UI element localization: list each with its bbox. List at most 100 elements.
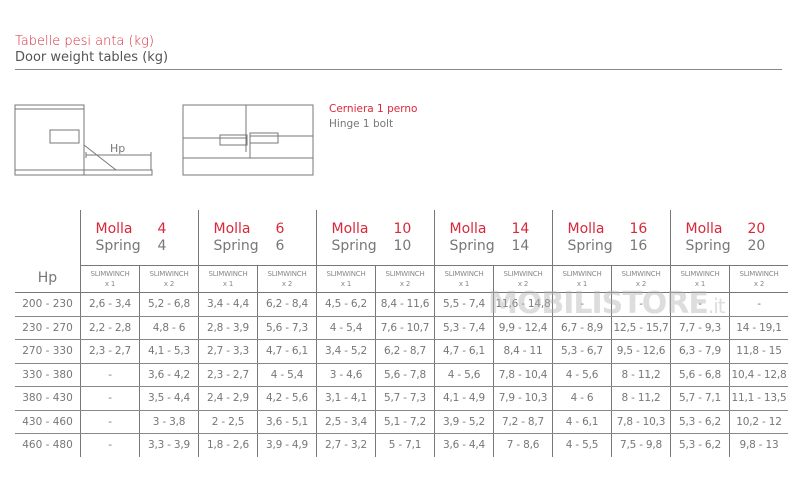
spring-number: 10 [393,220,412,237]
slimwinch-x2-header: SLIMWINCH x 2 [729,265,788,293]
weight-cell: 3,6 - 5,1 [257,410,317,434]
weight-cell: 3,3 - 3,9 [139,433,199,457]
hp-range: 330 - 380 [15,363,81,387]
slimwinch-name: SLIMWINCH [385,270,425,278]
weight-cell: 4,1 - 5,3 [139,339,199,364]
weight-cell: - [670,292,730,317]
weight-cell: - [729,292,788,317]
spring-number: 16 [629,237,648,254]
slimwinch-count: x 2 [163,280,175,288]
slimwinch-name: SLIMWINCH [503,270,543,278]
weight-cell: 2 - 2,5 [198,410,258,434]
spring-number: 4 [157,220,167,237]
spring-number: 14 [511,220,530,237]
weight-cell: 7,7 - 9,3 [670,316,730,340]
slimwinch-x1-header: SLIMWINCH x 1 [670,265,730,293]
weight-cell: 12,5 - 15,7 [611,316,671,340]
spring-label: Spring [685,237,731,254]
spring-number: 20 [747,220,766,237]
slimwinch-name: SLIMWINCH [562,270,602,278]
table-row: 460 - 480-3,3 - 3,9 1,8 - 2,6 3,9 - 4,9 2,7… [15,433,788,457]
slimwinch-x2-header: SLIMWINCH x 2 [375,265,435,293]
weight-cell: 5,1 - 7,2 [375,410,435,434]
weight-cell: 8,4 - 11 [493,339,553,364]
weight-cell: 7,8 - 10,4 [493,363,553,387]
slimwinch-name: SLIMWINCH [739,270,779,278]
slimwinch-x1-header: SLIMWINCH x 1 [552,265,612,293]
sub-header-row: SLIMWINCH x 1 SLIMWINCH x 2 SLIMWINCH x 1 SLIM… [15,265,788,293]
weight-cell: - [80,386,140,411]
weight-cell: 8,4 - 11,6 [375,292,435,317]
spring-group-20: Molla 20 Spring 20 [670,210,788,266]
table-row: 200 - 230 2,6 - 3,4 5,2 - 6,8 3,4 - 4,4 6,2 … [15,292,788,317]
slimwinch-name: SLIMWINCH [680,270,720,278]
weight-cell: 4,1 - 4,9 [434,386,494,411]
weight-cell: 4 - 6,1 [552,410,612,434]
weight-cell: 5,3 - 7,4 [434,316,494,340]
door-weight-table: Hp Molla 4 Spring 4 Molla 6 Spring 6 Molla 10 Sp… [15,210,788,457]
weight-cell: 5,7 - 7,3 [375,386,435,411]
weight-cell: 5,2 - 6,8 [139,292,199,317]
slimwinch-count: x 1 [340,280,352,288]
slimwinch-name: SLIMWINCH [621,270,661,278]
hinge-label-english: Hinge 1 bolt [329,118,394,130]
hp-range: 380 - 430 [15,386,81,411]
spring-label: Spring [449,237,495,254]
weight-cell: 6,2 - 8,4 [257,292,317,317]
spring-number: 14 [511,237,530,254]
slimwinch-x2-header: SLIMWINCH x 2 [611,265,671,293]
weight-cell: 2,7 - 3,2 [316,433,376,457]
weight-cell: 11,6 - 14,8 [493,292,553,317]
spring-label: Spring [95,237,141,254]
weight-cell: 8 - 11,2 [611,363,671,387]
spring-group-4: Molla 4 Spring 4 [80,210,199,266]
table-row: 270 - 330 2,3 - 2,7 4,1 - 5,3 2,7 - 3,3 4,7 … [15,339,788,364]
weight-cell: 9,9 - 12,4 [493,316,553,340]
weight-cell: - [80,410,140,434]
hp-range: 230 - 270 [15,316,81,340]
slimwinch-x1-header: SLIMWINCH x 1 [198,265,258,293]
weight-cell: 2,5 - 3,4 [316,410,376,434]
slimwinch-count: x 1 [104,280,116,288]
weight-cell: 7,8 - 10,3 [611,410,671,434]
weight-cell: 5,3 - 6,7 [552,339,612,364]
hp-header: Hp [15,210,81,293]
slimwinch-count: x 2 [753,280,765,288]
weight-cell: 5,6 - 7,8 [375,363,435,387]
slimwinch-count: x 1 [576,280,588,288]
weight-cell: 4 - 5,5 [552,433,612,457]
weight-cell: 9,8 - 13 [729,433,788,457]
weight-cell: 2,6 - 3,4 [80,292,140,317]
slimwinch-count: x 1 [694,280,706,288]
weight-cell: 3,6 - 4,2 [139,363,199,387]
weight-cell: 2,2 - 2,8 [80,316,140,340]
weight-cell: 5,3 - 6,2 [670,433,730,457]
slimwinch-name: SLIMWINCH [149,270,189,278]
slimwinch-name: SLIMWINCH [90,270,130,278]
weight-cell: 11,1 - 13,5 [729,386,788,411]
slimwinch-x1-header: SLIMWINCH x 1 [80,265,140,293]
weight-cell: 11,8 - 15 [729,339,788,364]
weight-cell: 6,3 - 7,9 [670,339,730,364]
table-body: 200 - 230 2,6 - 3,4 5,2 - 6,8 3,4 - 4,4 6,2 … [15,292,788,457]
weight-cell: 3 - 3,8 [139,410,199,434]
weight-cell: 10,4 - 12,8 [729,363,788,387]
weight-cell: 10,2 - 12 [729,410,788,434]
slimwinch-x2-header: SLIMWINCH x 2 [139,265,199,293]
spring-label: Spring [331,237,377,254]
hp-range: 270 - 330 [15,339,81,364]
hinge-label-italian: Cerniera 1 perno [329,103,418,115]
weight-cell: 5,6 - 7,3 [257,316,317,340]
weight-cell: 5,3 - 6,2 [670,410,730,434]
hp-range: 200 - 230 [15,292,81,317]
spring-number: 6 [275,237,285,254]
slimwinch-x2-header: SLIMWINCH x 2 [493,265,553,293]
slimwinch-count: x 1 [222,280,234,288]
door-side-diagram: Hp [14,104,153,176]
slimwinch-count: x 1 [458,280,470,288]
weight-cell: - [80,433,140,457]
molla-label: Molla [567,220,605,237]
title-divider [15,69,782,70]
title-italian: Tabelle pesi anta (kg) [15,34,155,49]
weight-cell: 5,7 - 7,1 [670,386,730,411]
